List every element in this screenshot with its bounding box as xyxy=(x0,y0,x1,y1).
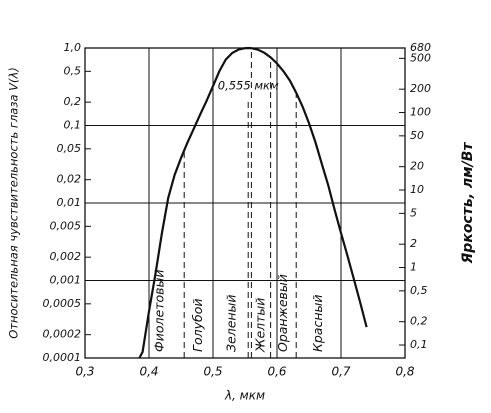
x-tick-label: 0,7 xyxy=(331,365,350,379)
y2-tick-label: 0,1 xyxy=(410,338,428,351)
band-label: Красный xyxy=(310,294,325,352)
y-tick-label: 0,005 xyxy=(50,219,82,232)
x-tick-label: 0,3 xyxy=(75,365,94,379)
y2-tick-label: 1 xyxy=(410,261,417,274)
band-label: Голубой xyxy=(190,299,205,352)
y-tick-label: 0,05 xyxy=(57,142,82,155)
y-tick-label: 0,0005 xyxy=(43,297,82,310)
band-label: Фиолетовый xyxy=(152,269,167,352)
y-tick-label: 0,02 xyxy=(57,173,82,186)
band-label: Желтый xyxy=(253,298,268,353)
y-tick-label: 0,002 xyxy=(50,250,82,263)
y-tick-label: 0,001 xyxy=(50,274,82,287)
y-tick-label: 0,0002 xyxy=(43,328,82,341)
y2-tick-label: 20 xyxy=(410,160,424,173)
y2-tick-label: 500 xyxy=(410,51,431,64)
y2-tick-label: 5 xyxy=(410,206,417,219)
y2-tick-label: 200 xyxy=(410,82,431,95)
y-tick-label: 0,5 xyxy=(64,64,82,77)
band-label: Оранжевый xyxy=(275,274,290,352)
y2-tick-label: 680 xyxy=(410,41,431,54)
y-tick-label: 1,0 xyxy=(64,41,82,54)
y-tick-label: 0,2 xyxy=(64,95,82,108)
peak-annotation: 0,555 мкм xyxy=(218,79,279,93)
x-tick-label: 0,4 xyxy=(139,365,158,379)
y-tick-label: 0,1 xyxy=(64,119,82,132)
y2-axis-label: Яркость, лм/Вт xyxy=(460,142,476,265)
x-tick-label: 0,8 xyxy=(395,365,414,379)
x-axis-label: λ, мкм xyxy=(224,389,265,403)
x-tick-label: 0,5 xyxy=(203,365,222,379)
y-tick-label: 0,0001 xyxy=(43,351,82,364)
y-tick-label: 0,01 xyxy=(57,196,82,209)
y2-tick-label: 2 xyxy=(410,237,417,250)
band-label: Зеленый xyxy=(224,294,239,352)
y2-tick-label: 10 xyxy=(410,183,424,196)
y2-tick-label: 0,5 xyxy=(410,284,428,297)
y2-tick-label: 0,2 xyxy=(410,315,428,328)
x-tick-label: 0,6 xyxy=(267,365,286,379)
y2-tick-label: 50 xyxy=(410,129,424,142)
sensitivity-curve xyxy=(138,46,368,359)
y2-tick-label: 100 xyxy=(410,106,431,119)
y-axis-label: Относительная чувствительность глаза V(λ… xyxy=(7,67,21,339)
